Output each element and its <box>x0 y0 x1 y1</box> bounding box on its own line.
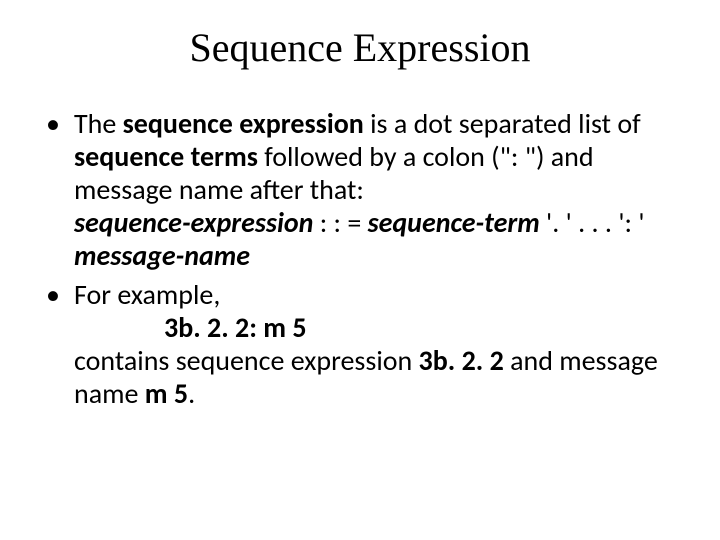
bullet-2: For example, 3b. 2. 2: m 5 contains sequ… <box>68 278 680 410</box>
text-bold-italic: message-name <box>74 238 250 273</box>
text-bold: m 5 <box>145 376 188 411</box>
text-bold: sequence terms <box>74 139 258 174</box>
text: contains sequence expression <box>74 343 419 378</box>
text-bold-italic: sequence-term <box>368 205 540 240</box>
text-bold: sequence expression <box>123 106 364 141</box>
bullet-2-line-3: contains sequence expression 3b. 2. 2 an… <box>74 344 680 410</box>
bullet-1-line-1: The sequence expression is a dot separat… <box>74 107 680 206</box>
text-bold-italic: sequence-expression <box>74 205 313 240</box>
bullet-2-example: 3b. 2. 2: m 5 <box>74 311 680 344</box>
text: The <box>74 106 123 141</box>
text: : : = <box>313 205 367 240</box>
bullet-2-line-1: For example, <box>74 278 680 311</box>
text: is a dot separated list of <box>364 106 641 141</box>
bullet-1: The sequence expression is a dot separat… <box>68 107 680 272</box>
slide-body: The sequence expression is a dot separat… <box>40 107 680 410</box>
bullet-1-line-2: sequence-expression : : = sequence-term … <box>74 206 680 272</box>
slide: Sequence Expression The sequence express… <box>0 0 720 540</box>
text-bold: 3b. 2. 2 <box>419 343 504 378</box>
text: . <box>188 376 195 411</box>
slide-title: Sequence Expression <box>40 24 680 71</box>
text: '. ' . . . ': ' <box>540 205 645 240</box>
